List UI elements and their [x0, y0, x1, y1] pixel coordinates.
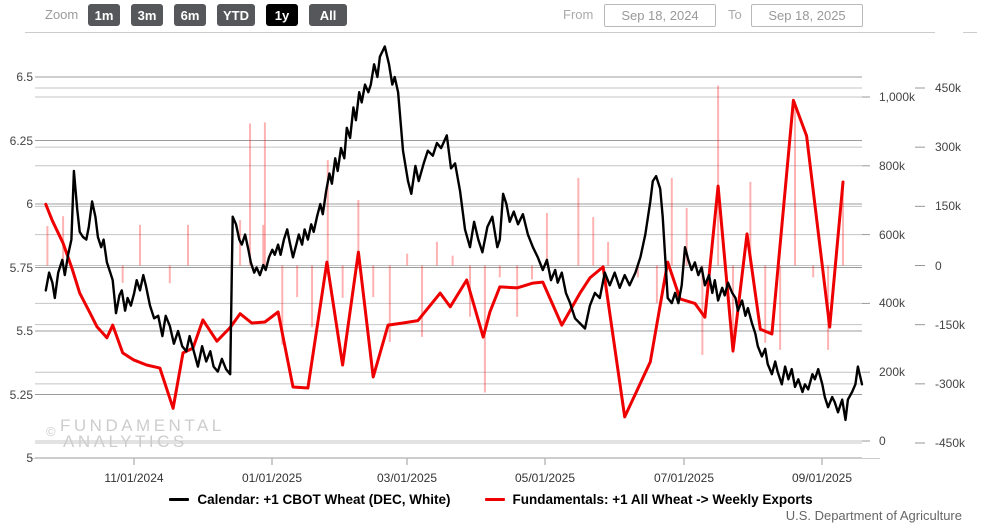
x-axis-tick-09/01/2025: 09/01/2025	[791, 471, 853, 485]
legend-label-0: Calendar: +1 CBOT Wheat (DEC, White)	[197, 492, 451, 507]
legend-swatch-0	[169, 498, 190, 501]
zoom-button-all[interactable]: All	[309, 4, 347, 26]
y-left-tick-5.75: 5.75	[9, 260, 33, 275]
y-right-inner-tick-200k: 200k	[879, 365, 906, 380]
watermark-copyright-icon: ©	[46, 424, 56, 439]
y-left-tick-5.5: 5.5	[16, 324, 33, 338]
y-right-outer-tick--300k: -300k	[935, 376, 966, 391]
y-right-outer-tick--150k: -150k	[935, 317, 966, 332]
source-credit: U.S. Department of Agriculture	[785, 508, 962, 523]
y-left-tick-6: 6	[26, 197, 33, 211]
to-date-input[interactable]	[751, 4, 863, 27]
watermark-line1: FUNDAMENTAL	[60, 416, 225, 435]
x-axis-tick-05/01/2025: 05/01/2025	[514, 471, 576, 485]
x-axis-tick-01/01/2025: 01/01/2025	[241, 471, 303, 485]
y-right-outer-tick-300k: 300k	[935, 140, 962, 155]
from-label: From	[563, 7, 594, 22]
watermark-line2: ANALYTICS	[63, 432, 188, 451]
zoom-button-6m[interactable]: 6m	[174, 4, 206, 26]
range-selector-toolbar: Zoom 1m 3m 6m YTD 1y All From To	[0, 0, 982, 32]
to-label: To	[728, 7, 742, 22]
weekly-export-column-series	[46, 85, 844, 393]
y-right-outer-tick-0: 0	[935, 258, 942, 273]
weekly-exports-line-series	[44, 98, 845, 419]
y-right-outer-tick--450k: -450k	[935, 436, 966, 450]
y-right-inner-tick-1,000k: 1,000k	[879, 90, 916, 104]
right-axis-ticks	[862, 87, 925, 444]
y-left-tick-6.5: 6.5	[16, 70, 33, 84]
from-date-input[interactable]	[604, 4, 716, 27]
legend-item-0[interactable]: Calendar: +1 CBOT Wheat (DEC, White)	[169, 492, 451, 507]
zoom-button-3m[interactable]: 3m	[131, 4, 163, 26]
zoom-label: Zoom	[45, 7, 79, 22]
y-left-tick-6.25: 6.25	[9, 133, 33, 148]
wheat-price-line-series	[44, 45, 864, 422]
y-left-tick-5: 5	[26, 451, 33, 465]
x-axis-tick-03/01/2025: 03/01/2025	[376, 471, 438, 485]
y-left-tick-5.25: 5.25	[9, 387, 33, 402]
y-right-inner-tick-400k: 400k	[879, 296, 906, 311]
legend-item-1[interactable]: Fundamentals: +1 All Wheat -> Weekly Exp…	[484, 492, 813, 507]
x-axis-tick-11/01/2024: 11/01/2024	[104, 471, 164, 485]
x-axis-tick-07/01/2025: 07/01/2025	[653, 471, 715, 485]
legend-swatch-1	[484, 498, 505, 501]
y-right-inner-tick-600k: 600k	[879, 227, 906, 242]
zoom-button-1m[interactable]: 1m	[88, 4, 120, 26]
y-right-inner-tick-0: 0	[879, 434, 886, 448]
legend-label-1: Fundamentals: +1 All Wheat -> Weekly Exp…	[512, 492, 813, 507]
y-right-inner-tick-800k: 800k	[879, 158, 906, 173]
zoom-button-1y[interactable]: 1y	[266, 4, 298, 26]
y-right-outer-tick-150k: 150k	[935, 199, 962, 214]
gridlines	[35, 76, 862, 459]
zoom-button-ytd[interactable]: YTD	[217, 4, 255, 26]
y-right-outer-tick-450k: 450k	[935, 81, 962, 95]
x-axis	[30, 458, 880, 465]
chart-legend: Calendar: +1 CBOT Wheat (DEC, White) Fund…	[0, 492, 982, 507]
